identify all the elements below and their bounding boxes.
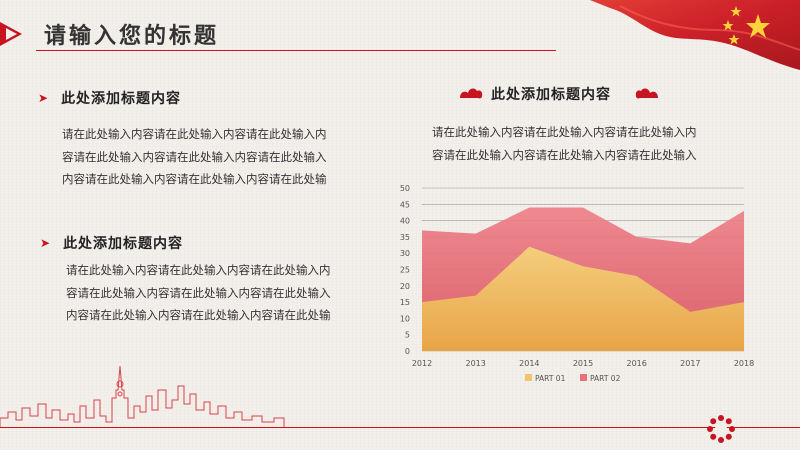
cloud-ornament-icon: [635, 88, 658, 99]
y-tick-label: 45: [400, 200, 410, 209]
corner-triangle-inner: [6, 28, 17, 40]
city-skyline-decoration: [0, 365, 285, 428]
text-line: 请在此处输入内容请在此处输入内容请在此处输入内: [66, 263, 331, 277]
star-icon: [746, 14, 770, 38]
section1-heading: ➤ 此处添加标题内容: [38, 88, 181, 108]
section1-heading-text: 此处添加标题内容: [61, 91, 182, 107]
x-axis: 2012 2013 2014 2015 2016 2017 2018: [412, 359, 754, 368]
y-tick-label: 25: [400, 266, 410, 275]
text-line: 请在此处输入内容请在此处输入内容请在此处输入内: [432, 125, 697, 139]
y-tick-label: 30: [400, 249, 410, 258]
x-tick-label: 2018: [734, 359, 754, 368]
legend-label: PART 01: [535, 374, 566, 383]
y-tick-label: 10: [400, 314, 410, 323]
section2-paragraph: 请在此处输入内容请在此处输入内容请在此处输入内 容请在此处输入内容请在此处输入内…: [66, 259, 351, 327]
chart-legend: PART 01 PART 02: [525, 374, 621, 383]
text-line: 内容请在此处输入内容请在此处输入内容请在此处输: [66, 308, 331, 322]
chart-section-paragraph: 请在此处输入内容请在此处输入内容请在此处输入内 容请在此处输入内容请在此处输入内…: [432, 121, 732, 166]
y-tick-label: 15: [400, 298, 410, 307]
legend-swatch: [580, 374, 587, 381]
x-tick-label: 2014: [519, 359, 539, 368]
y-tick-label: 20: [400, 282, 410, 291]
x-tick-label: 2012: [412, 359, 432, 368]
y-tick-label: 0: [405, 347, 410, 356]
text-line: 容请在此处输入内容请在此处输入内容请在此处输入: [432, 147, 697, 162]
area-series-1: [422, 246, 744, 351]
section2-heading: ➤ 此处添加标题内容: [40, 233, 183, 253]
y-tick-label: 5: [405, 331, 410, 340]
chart-areas: [422, 207, 744, 351]
x-tick-label: 2016: [626, 359, 646, 368]
y-axis: 0 5 10 15 20 25 30 35 40 45 50: [400, 184, 410, 356]
page-title: 请输入您的标题: [44, 24, 220, 49]
text-line: 请在此处输入内容请在此处输入内容请在此处输入内: [62, 127, 327, 141]
star-icon: [730, 6, 742, 17]
cloud-ornament-icon: [460, 88, 483, 99]
footer-divider: [0, 427, 800, 428]
text-line: 容请在此处输入内容请在此处输入内容请在此处输入: [62, 149, 327, 164]
legend-label: PART 02: [590, 374, 621, 383]
section1-paragraph: 请在此处输入内容请在此处输入内容请在此处输入内 容请在此处输入内容请在此处输入内…: [62, 123, 347, 191]
flag-decoration: [590, 0, 800, 70]
chart-section-heading: 此处添加标题内容: [491, 84, 611, 104]
text-line: 内容请在此处输入内容请在此处输入内容请在此处输: [62, 172, 327, 186]
chart-section-heading-text: 此处添加标题内容: [491, 87, 611, 103]
star-icon: [728, 34, 740, 45]
wreath-ornament-icon: [707, 415, 735, 443]
x-tick-label: 2017: [680, 359, 700, 368]
x-tick-label: 2013: [465, 359, 485, 368]
y-tick-label: 40: [400, 217, 410, 226]
arrow-right-icon: ➤: [40, 236, 52, 250]
legend-swatch: [525, 374, 532, 381]
text-line: 容请在此处输入内容请在此处输入内容请在此处输入: [66, 285, 331, 300]
y-tick-label: 50: [400, 184, 410, 193]
y-tick-label: 35: [400, 233, 410, 242]
title-divider: [36, 50, 556, 51]
arrow-right-icon: ➤: [38, 91, 50, 105]
section2-heading-text: 此处添加标题内容: [63, 236, 184, 252]
x-tick-label: 2015: [573, 359, 593, 368]
star-icon: [722, 20, 734, 31]
